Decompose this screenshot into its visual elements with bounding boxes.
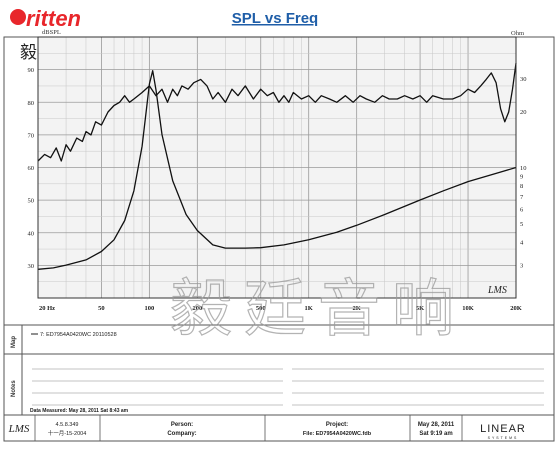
data-measured: Data Measured: May 28, 2011 Sat 8:43 am	[30, 408, 129, 414]
spl-curve	[37, 63, 517, 162]
footer-file: File: ED7954A0420WC.fdb	[303, 431, 372, 437]
x-tick-label: 2K	[353, 305, 361, 312]
y-left-tick-label: 40	[28, 230, 35, 237]
y-right-tick-label: 4	[520, 239, 524, 246]
notes-side-label: Notes	[11, 380, 17, 397]
x-tick-label: 20K	[510, 305, 522, 312]
x-tick-label: 50	[98, 305, 105, 312]
y-left-tick-label: 70	[28, 132, 35, 139]
y-left-tick-label: 80	[28, 100, 35, 107]
y-left-tick-label: 90	[28, 67, 35, 74]
notes-lines	[32, 368, 544, 406]
footer-version: 4.5.8.349	[56, 422, 79, 428]
x-tick-label: 100	[144, 305, 154, 312]
x-tick-label: 500	[256, 305, 266, 312]
plot-border	[37, 36, 517, 299]
legend-entry: 7: ED7954A0420WC 20110528	[40, 332, 117, 338]
y-right-tick-label: 3	[520, 263, 523, 270]
x-tick-label: 5K	[416, 305, 424, 312]
footer-lms-mark: LMS	[8, 423, 30, 435]
y-right-tick-label: 7	[520, 194, 524, 201]
y-right-tick-label: 30	[520, 76, 527, 83]
y-right-tick-label: 10	[520, 165, 527, 172]
logo-mark	[10, 9, 26, 25]
x-tick-label: 200	[192, 305, 202, 312]
chart-title: SPL vs Freq	[232, 10, 318, 27]
y-left-tick-label: 30	[28, 263, 35, 270]
impedance-curve	[37, 70, 517, 270]
y-right-tick-label: 8	[520, 183, 523, 190]
plot-brand-mark: LMS	[487, 285, 507, 296]
footer-version-date: 十一月-15-2004	[48, 429, 87, 437]
footer-project: Project:	[326, 422, 348, 428]
map-side-label: Map	[11, 336, 17, 348]
y-right-tick-label: 5	[520, 221, 523, 228]
x-tick-label: 1K	[305, 305, 313, 312]
axis-ticks: 20 Hz 50 100 200 500 1K 2K 5K 10K 20K 30 40 50 60 70 80…	[28, 67, 527, 312]
footer-brand-sub: SYSTEMS	[488, 436, 519, 440]
y-left-unit: dBSPL	[42, 29, 61, 36]
footer-time: Sat 9:19 am	[419, 431, 452, 437]
footer-brand: LINEAR	[480, 423, 526, 435]
y-left-tick-label: 60	[28, 165, 35, 172]
footer-company: Company:	[167, 431, 196, 437]
footer-person: Person:	[171, 422, 193, 428]
y-right-tick-label: 20	[520, 109, 527, 116]
logo-brand: ritten	[26, 6, 81, 31]
y-right-unit: Ohm	[511, 30, 524, 37]
y-right-tick-label: 9	[520, 174, 523, 181]
footer-date: May 28, 2011	[418, 422, 455, 428]
watermark: 毅廷音响	[170, 275, 466, 344]
y-left-tick-label: 50	[28, 198, 35, 205]
x-tick-label: 20 Hz	[39, 305, 55, 312]
x-tick-label: 10K	[462, 305, 474, 312]
y-right-tick-label: 6	[520, 206, 524, 213]
plot-series	[37, 63, 517, 270]
